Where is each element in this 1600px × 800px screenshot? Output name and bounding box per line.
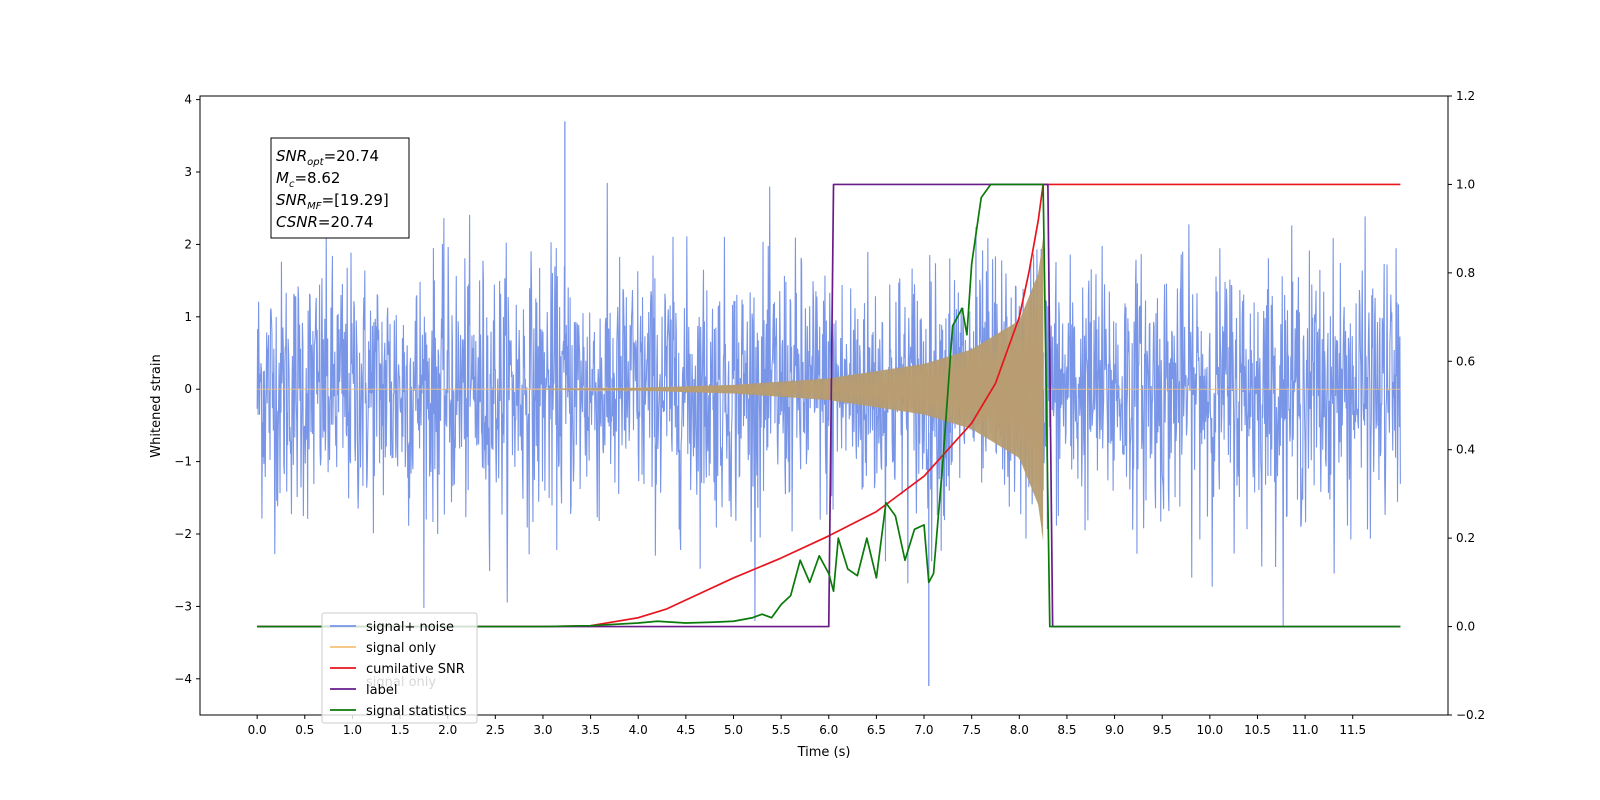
series-cumilative-snr bbox=[257, 183, 1401, 628]
x-tick-label: 11.0 bbox=[1292, 723, 1319, 737]
legend-ghost-text: signal only bbox=[366, 675, 436, 690]
x-tick-label: 0.0 bbox=[248, 723, 267, 737]
x-tick-label: 5.5 bbox=[772, 723, 791, 737]
x-tick-label: 9.5 bbox=[1153, 723, 1172, 737]
annotation-frame bbox=[270, 137, 410, 239]
y-right-tick-label: 0.4 bbox=[1456, 443, 1475, 457]
y-right-tick-label: 1.0 bbox=[1456, 177, 1475, 191]
y-left-tick-label: −1 bbox=[174, 455, 192, 469]
y-right-tick-label: −0.2 bbox=[1456, 708, 1485, 722]
x-tick-label: 5.0 bbox=[724, 723, 743, 737]
y-right-tick-label: 0.2 bbox=[1456, 531, 1475, 545]
x-tick-label: 1.0 bbox=[343, 723, 362, 737]
x-axis-label: Time (s) bbox=[797, 745, 851, 760]
axes-frame bbox=[199, 95, 1449, 716]
series-signal-statistics bbox=[257, 183, 1401, 628]
y-right-tick-label: 0.8 bbox=[1456, 266, 1475, 280]
annotation-line: SNRopt=20.74 bbox=[276, 147, 379, 168]
legend-entry: cumilative SNR bbox=[366, 662, 465, 677]
y-axis-label: Whitened strain bbox=[149, 354, 164, 457]
x-tick-label: 2.5 bbox=[486, 723, 505, 737]
y-right-tick-label: 0.0 bbox=[1456, 620, 1475, 634]
x-tick-label: 6.0 bbox=[819, 723, 838, 737]
x-tick-label: 1.5 bbox=[391, 723, 410, 737]
x-tick-label: 0.5 bbox=[295, 723, 314, 737]
x-tick-label: 4.0 bbox=[629, 723, 648, 737]
y-left-tick-label: −3 bbox=[174, 599, 192, 613]
x-tick-label: 11.5 bbox=[1339, 723, 1366, 737]
x-tick-label: 10.0 bbox=[1196, 723, 1223, 737]
legend-entry: signal statistics bbox=[366, 704, 467, 719]
legend-entry: signal only bbox=[366, 641, 436, 656]
x-tick-label: 2.0 bbox=[438, 723, 457, 737]
y-left-tick-label: 3 bbox=[184, 165, 192, 179]
annotation-line: Mc=8.62 bbox=[276, 169, 340, 190]
y-right-tick-label: 1.2 bbox=[1456, 89, 1475, 103]
signal-only-envelope bbox=[542, 237, 1044, 542]
x-tick-label: 6.5 bbox=[867, 723, 886, 737]
x-tick-label: 9.0 bbox=[1105, 723, 1124, 737]
x-tick-label: 7.0 bbox=[914, 723, 933, 737]
x-tick-label: 8.0 bbox=[1010, 723, 1029, 737]
legend-entry: label bbox=[366, 683, 397, 698]
y-left-tick-label: 2 bbox=[184, 237, 192, 251]
axes-ticks: 0.0 0.5 1.0 1.5 2.0 2.5 3.0 3.5 4.0 4.5 5.0 5.5 6.0 6… bbox=[174, 89, 1485, 737]
x-tick-label: 10.5 bbox=[1244, 723, 1271, 737]
x-tick-label: 3.0 bbox=[533, 723, 552, 737]
plot-area bbox=[256, 121, 1401, 687]
y-left-tick-label: 1 bbox=[184, 310, 192, 324]
annotation-box: SNRopt=20.74Mc=8.62SNRMF=[19.29]CSNR=20.… bbox=[270, 137, 410, 239]
series-signal-noise bbox=[256, 182, 1401, 626]
y-left-tick-label: −4 bbox=[174, 672, 192, 686]
y-left-tick-label: −2 bbox=[174, 527, 192, 541]
legend-frame bbox=[321, 612, 478, 724]
y-right-tick-label: 0.6 bbox=[1456, 354, 1475, 368]
x-tick-label: 8.5 bbox=[1057, 723, 1076, 737]
y-left-tick-label: 4 bbox=[184, 93, 192, 107]
x-tick-label: 7.5 bbox=[962, 723, 981, 737]
y-left-tick-label: 0 bbox=[184, 382, 192, 396]
annotation-line: SNRMF=[19.29] bbox=[276, 191, 389, 212]
x-tick-label: 4.5 bbox=[676, 723, 695, 737]
legend-entry: signal+ noise bbox=[366, 620, 454, 635]
annotation-line: CSNR=20.74 bbox=[276, 213, 373, 231]
x-tick-label: 3.5 bbox=[581, 723, 600, 737]
